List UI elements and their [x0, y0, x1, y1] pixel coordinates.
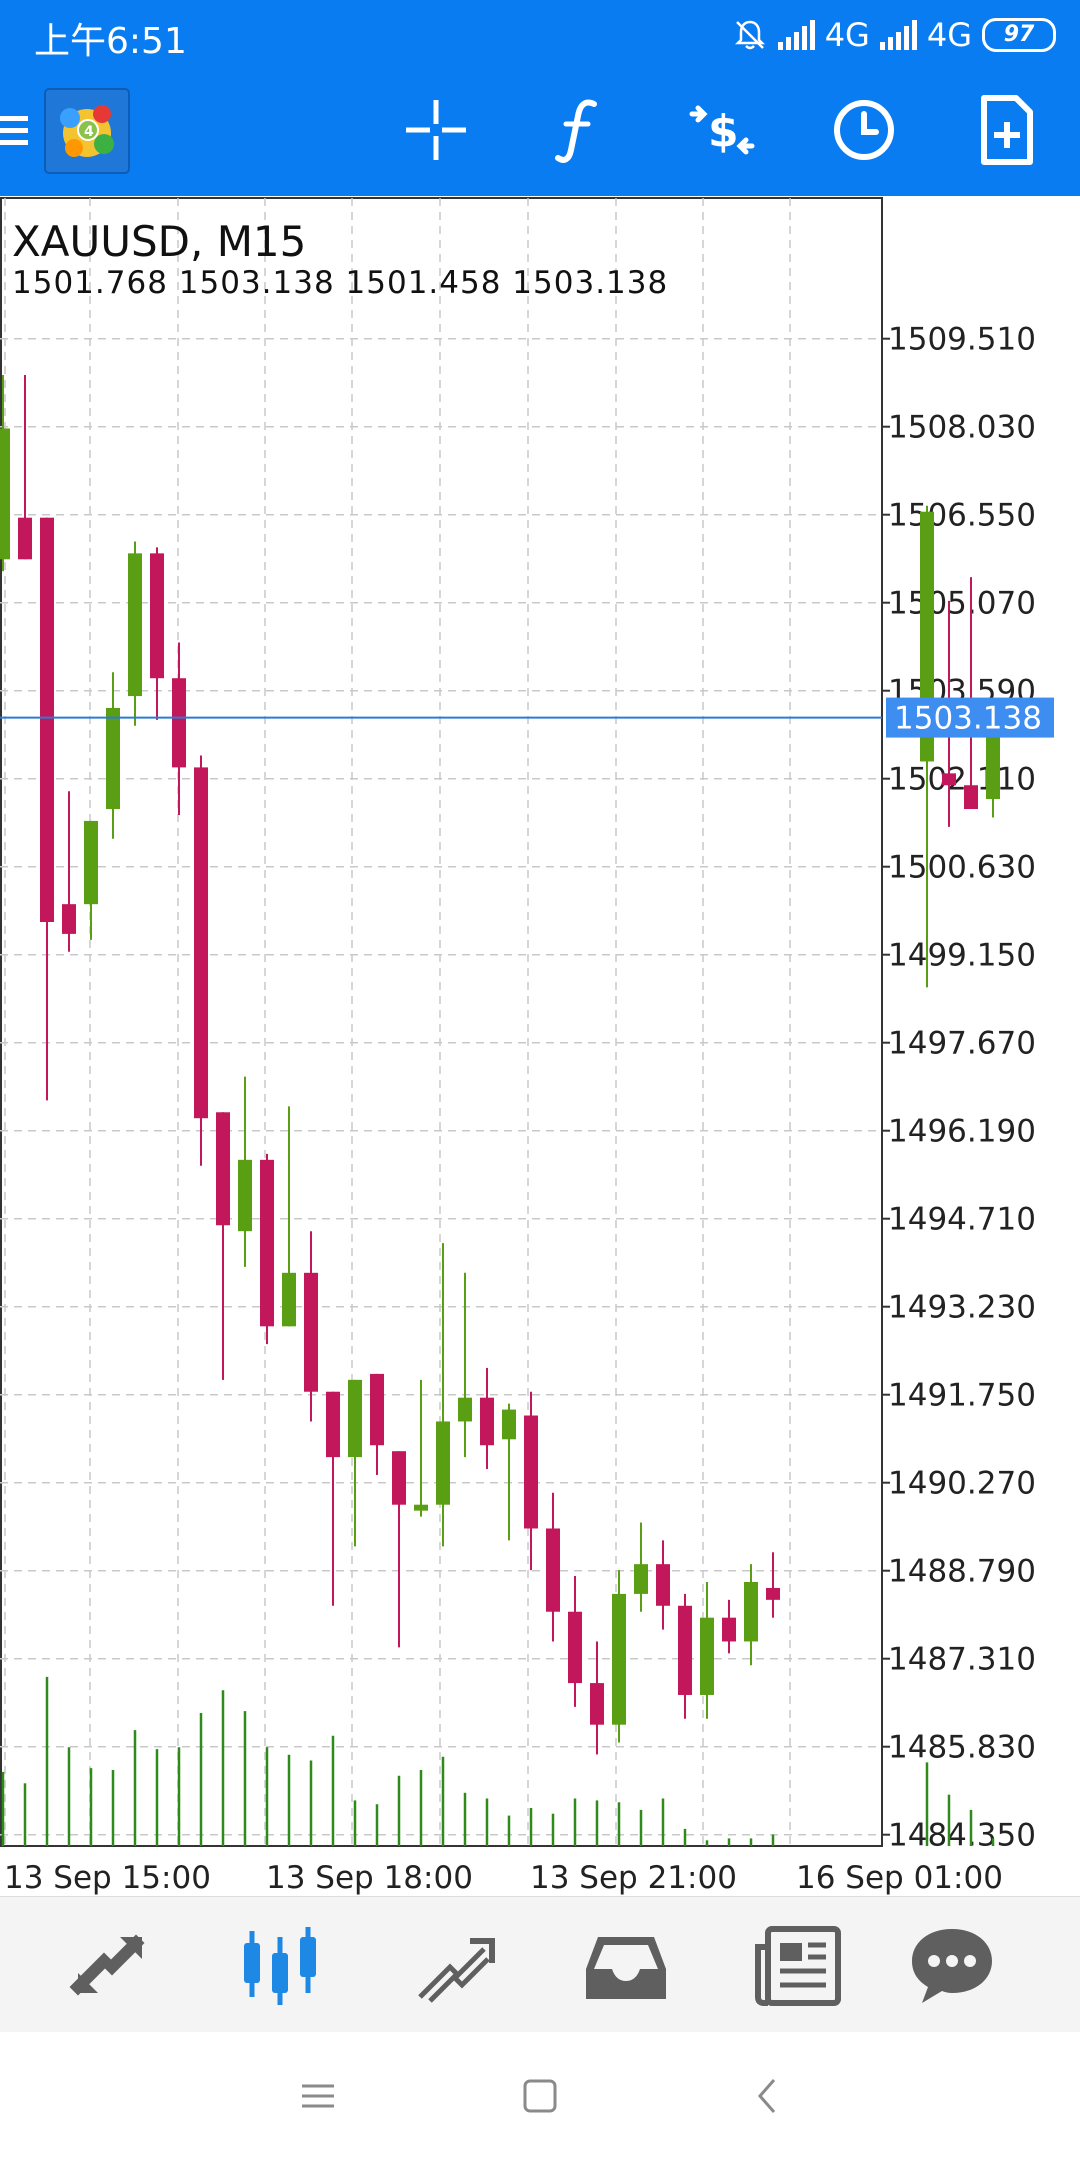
- chart-area[interactable]: 1509.510 1508.030 1506.550 1505.070 1503.590…: [0, 196, 1080, 1896]
- bottom-navigation: [0, 1896, 1080, 2033]
- history-icon[interactable]: [404, 1917, 504, 2013]
- candle-up[interactable]: [348, 1379, 362, 1458]
- candle-down[interactable]: [964, 785, 978, 810]
- x-tick-label: 16 Sep 01:00: [796, 1860, 1003, 1896]
- y-tick-label: 1493.230: [888, 1290, 1036, 1326]
- current-price-badge: [886, 697, 1054, 738]
- candle-up[interactable]: [436, 1421, 450, 1505]
- y-tick-label: 1497.670: [888, 1026, 1036, 1062]
- candle-up[interactable]: [84, 820, 98, 905]
- plot-frame: [0, 197, 883, 1847]
- home-square-icon[interactable]: [510, 2066, 570, 2126]
- candle-down[interactable]: [304, 1272, 318, 1392]
- candle-up[interactable]: [612, 1593, 626, 1725]
- chart-candles-icon[interactable]: [230, 1917, 330, 2013]
- signal-icon: [777, 20, 815, 50]
- x-tick-label: 13 Sep 18:00: [266, 1860, 473, 1896]
- y-tick-label: 1484.350: [888, 1818, 1036, 1854]
- candle-down[interactable]: [40, 517, 54, 922]
- current-price-label: 1503.138: [894, 701, 1042, 737]
- candle-down[interactable]: [392, 1451, 406, 1505]
- candle-up[interactable]: [458, 1397, 472, 1422]
- signal-icon: [879, 20, 917, 50]
- y-tick-label: 1485.830: [888, 1730, 1036, 1766]
- y-tick-label: 1496.190: [888, 1114, 1036, 1150]
- candle-down[interactable]: [722, 1617, 736, 1642]
- candle-up[interactable]: [106, 707, 120, 810]
- svg-text:4: 4: [84, 124, 94, 140]
- battery-icon: 97: [982, 18, 1056, 52]
- candle-up[interactable]: [744, 1582, 758, 1642]
- candle-up[interactable]: [0, 428, 10, 560]
- candle-down[interactable]: [260, 1159, 274, 1327]
- back-chevron-icon[interactable]: [738, 2066, 798, 2126]
- indicators-f-icon[interactable]: [538, 90, 618, 170]
- crosshair-icon[interactable]: [396, 90, 476, 170]
- y-tick-label: 1488.790: [888, 1554, 1036, 1590]
- timeframe-clock-icon[interactable]: [824, 90, 904, 170]
- y-tick-label: 1508.030: [888, 410, 1036, 446]
- candle-up[interactable]: [502, 1409, 516, 1440]
- status-time: 上午6:51: [34, 21, 187, 62]
- metatrader-logo[interactable]: 4: [44, 88, 130, 174]
- candle-down[interactable]: [150, 553, 164, 679]
- candle-up[interactable]: [986, 717, 1000, 800]
- candle-down[interactable]: [568, 1611, 582, 1684]
- candle-down[interactable]: [18, 517, 32, 560]
- trade-icon[interactable]: [58, 1917, 158, 2013]
- candle-up[interactable]: [128, 553, 142, 697]
- trade-dollar-icon[interactable]: $: [682, 90, 762, 170]
- candle-up[interactable]: [700, 1617, 714, 1695]
- app-toolbar: 4 $: [0, 70, 1080, 196]
- y-tick-label: 1494.710: [888, 1202, 1036, 1238]
- menu-icon[interactable]: [0, 90, 34, 170]
- chart-symbol-title: XAUUSD, M15: [12, 217, 307, 266]
- candle-down[interactable]: [524, 1415, 538, 1529]
- y-tick-label: 1487.310: [888, 1642, 1036, 1678]
- status-bar: 上午6:51 4G 4G 97: [0, 0, 1080, 70]
- chat-icon[interactable]: [902, 1917, 1002, 2013]
- candle-down[interactable]: [172, 678, 186, 768]
- candlestick-chart[interactable]: 1509.5101508.0301506.5501505.0701503.590…: [0, 196, 1080, 1896]
- candle-up[interactable]: [634, 1564, 648, 1594]
- y-tick-label: 1490.270: [888, 1466, 1036, 1502]
- candle-down[interactable]: [590, 1683, 604, 1725]
- status-icons: 4G 4G 97: [732, 10, 1056, 60]
- candle-up[interactable]: [414, 1504, 428, 1511]
- candle-down[interactable]: [546, 1528, 560, 1612]
- network-type-2: 4G: [926, 16, 972, 54]
- mute-bell-icon: [734, 20, 765, 50]
- system-navigation-bar: [0, 2032, 1080, 2160]
- x-tick-label: 13 Sep 15:00: [4, 1860, 211, 1896]
- news-icon[interactable]: [750, 1917, 850, 2013]
- candle-down[interactable]: [194, 767, 208, 1119]
- candle-down[interactable]: [942, 773, 956, 786]
- candle-down[interactable]: [370, 1373, 384, 1446]
- y-tick-label: 1509.510: [888, 322, 1036, 358]
- y-tick-label: 1502.110: [888, 762, 1036, 798]
- ohlc-values: 1501.768 1503.138 1501.458 1503.138: [12, 265, 669, 301]
- candle-down[interactable]: [216, 1112, 230, 1226]
- x-tick-label: 13 Sep 21:00: [530, 1860, 737, 1896]
- y-tick-label: 1491.750: [888, 1378, 1036, 1414]
- candle-down[interactable]: [326, 1391, 340, 1458]
- candle-down[interactable]: [62, 904, 76, 934]
- recents-menu-icon[interactable]: [288, 2066, 348, 2126]
- candle-down[interactable]: [678, 1605, 692, 1695]
- candle-up[interactable]: [282, 1272, 296, 1327]
- y-tick-label: 1506.550: [888, 498, 1036, 534]
- candle-down[interactable]: [656, 1564, 670, 1606]
- candle-down[interactable]: [766, 1587, 780, 1600]
- y-tick-label: 1499.150: [888, 938, 1036, 974]
- y-tick-label: 1500.630: [888, 850, 1036, 886]
- new-template-icon[interactable]: [966, 90, 1046, 170]
- mailbox-icon[interactable]: [576, 1917, 676, 2013]
- network-type-1: 4G: [824, 16, 870, 54]
- candle-up[interactable]: [238, 1159, 252, 1232]
- y-tick-label: 1505.070: [888, 586, 1036, 622]
- svg-text:$: $: [708, 106, 739, 157]
- candle-down[interactable]: [480, 1397, 494, 1446]
